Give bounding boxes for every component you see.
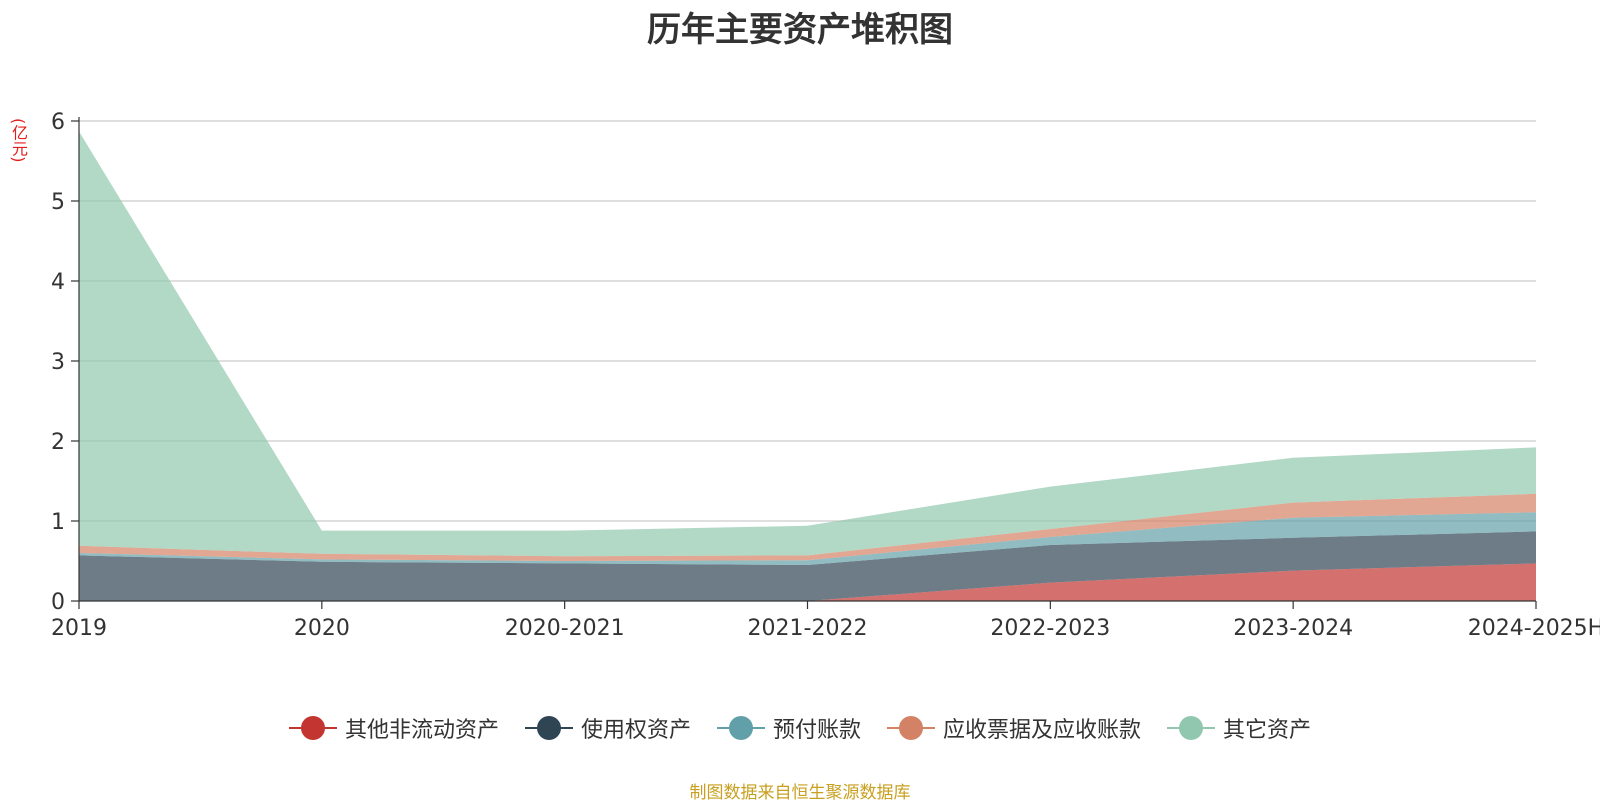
area-series xyxy=(79,531,1536,601)
legend-swatch-icon xyxy=(1167,716,1216,740)
legend-swatch-icon xyxy=(524,716,573,740)
legend-item[interactable]: 应收票据及应收账款 xyxy=(887,712,1141,744)
legend-item[interactable]: 其它资产 xyxy=(1167,712,1311,744)
legend: 其他非流动资产 使用权资产 预付账款 应收票据及应收账款 其它资产 xyxy=(0,712,1600,744)
chart-title: 历年主要资产堆积图 xyxy=(647,10,953,50)
area-series xyxy=(79,131,1536,557)
legend-swatch-icon xyxy=(716,716,765,740)
x-tick-label: 2024-2025H xyxy=(1468,616,1600,641)
y-tick-label: 5 xyxy=(51,190,65,215)
area-series xyxy=(79,563,1536,601)
y-tick-label: 1 xyxy=(51,510,65,535)
data-source-note: 制图数据来自恒生聚源数据库 xyxy=(689,783,911,803)
legend-item[interactable]: 预付账款 xyxy=(716,712,861,744)
x-tick-label: 2023-2024 xyxy=(1233,616,1353,641)
x-tick-label: 2019 xyxy=(51,616,107,641)
x-tick-label: 2020 xyxy=(294,616,350,641)
legend-label: 其他非流动资产 xyxy=(344,718,499,743)
legend-swatch-icon xyxy=(887,716,935,740)
area-series xyxy=(79,512,1536,565)
legend-label: 预付账款 xyxy=(772,718,861,743)
y-tick-label: 0 xyxy=(51,590,65,615)
legend-label: 应收票据及应收账款 xyxy=(943,718,1142,743)
x-tick-label: 2021-2022 xyxy=(748,616,868,641)
stacked-area-chart: 0 1 2 3 4 5 6 2019 2020 2020-2021 2021-2022 2022-20… xyxy=(51,110,1600,641)
y-tick-label: 3 xyxy=(51,350,65,375)
y-axis-unit: (亿元) xyxy=(9,118,28,163)
y-tick-label: 6 xyxy=(51,110,65,135)
x-tick-label: 2022-2023 xyxy=(990,616,1110,641)
legend-swatch-icon xyxy=(288,716,337,740)
legend-item[interactable]: 其他非流动资产 xyxy=(288,712,499,744)
x-tick-label: 2020-2021 xyxy=(505,616,625,641)
legend-label: 使用权资产 xyxy=(580,718,691,743)
legend-label: 其它资产 xyxy=(1223,718,1312,743)
area-series xyxy=(79,493,1536,561)
y-tick-label: 2 xyxy=(51,430,65,455)
y-tick-label: 4 xyxy=(51,270,65,295)
legend-item[interactable]: 使用权资产 xyxy=(524,712,691,744)
